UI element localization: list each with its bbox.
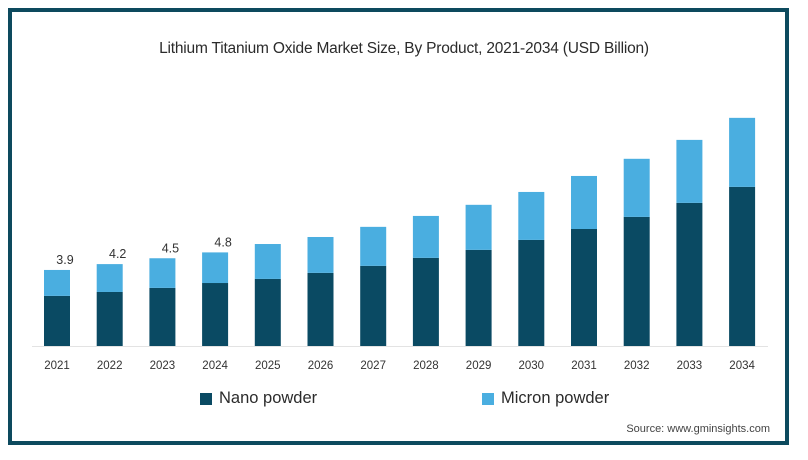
data-label-2022: 4.2 xyxy=(109,247,126,261)
legend-item-micron-powder: Micron powder xyxy=(482,389,609,408)
x-tick-label: 2026 xyxy=(308,360,334,372)
bar-micron-2023 xyxy=(149,258,176,288)
bar-micron-2028 xyxy=(412,215,439,258)
legend-label-micron: Micron powder xyxy=(501,389,610,407)
legend-item-nano-powder: Nano powder xyxy=(200,389,317,408)
bar-nano-2030 xyxy=(518,239,545,346)
x-tick-label: 2029 xyxy=(466,360,492,372)
x-tick-label: 2027 xyxy=(360,360,386,372)
bar-nano-2021 xyxy=(44,295,70,346)
x-tick-label: 2034 xyxy=(729,360,755,372)
bar-nano-2022 xyxy=(96,291,123,346)
x-tick-label: 2021 xyxy=(44,360,70,372)
source-note: Source: www.gminsights.com xyxy=(626,423,770,435)
bar-nano-2028 xyxy=(412,257,439,346)
data-label-2021: 3.9 xyxy=(56,253,73,267)
legend-label-nano: Nano powder xyxy=(219,389,318,407)
data-label-2024: 4.8 xyxy=(214,235,231,249)
bar-nano-2026 xyxy=(307,272,334,346)
bar-nano-2023 xyxy=(149,287,176,346)
x-tick-label: 2030 xyxy=(519,360,545,372)
x-tick-label: 2025 xyxy=(255,360,281,372)
x-tick-label: 2032 xyxy=(624,360,650,372)
bar-micron-2021 xyxy=(44,269,70,296)
bar-micron-2030 xyxy=(518,191,545,240)
bar-micron-2031 xyxy=(571,175,597,229)
bar-nano-2032 xyxy=(623,216,650,346)
bar-micron-2027 xyxy=(360,226,387,266)
x-tick-label: 2028 xyxy=(413,360,439,372)
bar-micron-2022 xyxy=(96,264,123,292)
bar-micron-2033 xyxy=(676,139,703,203)
x-tick-label: 2031 xyxy=(571,360,597,372)
bar-nano-2033 xyxy=(676,202,703,346)
x-tick-label: 2024 xyxy=(202,360,228,372)
x-tick-label: 2023 xyxy=(150,360,176,372)
bar-micron-2026 xyxy=(307,236,334,273)
bar-micron-2025 xyxy=(254,244,281,279)
bar-micron-2034 xyxy=(729,117,756,187)
bar-micron-2024 xyxy=(202,252,229,284)
bar-nano-2025 xyxy=(254,278,281,346)
data-label-2023: 4.5 xyxy=(162,241,179,255)
bar-nano-2029 xyxy=(465,249,492,346)
bar-nano-2027 xyxy=(360,265,387,346)
legend-swatch-micron xyxy=(482,392,494,405)
bar-nano-2024 xyxy=(202,283,229,346)
legend-swatch-nano xyxy=(200,392,212,405)
bar-micron-2032 xyxy=(623,158,650,217)
chart-frame xyxy=(8,8,789,445)
bar-micron-2029 xyxy=(465,204,492,250)
x-tick-label: 2033 xyxy=(677,360,703,372)
chart-title: Lithium Titanium Oxide Market Size, By P… xyxy=(159,40,649,57)
bar-nano-2031 xyxy=(571,229,597,346)
bar-nano-2034 xyxy=(729,186,756,346)
x-tick-label: 2022 xyxy=(97,360,123,372)
